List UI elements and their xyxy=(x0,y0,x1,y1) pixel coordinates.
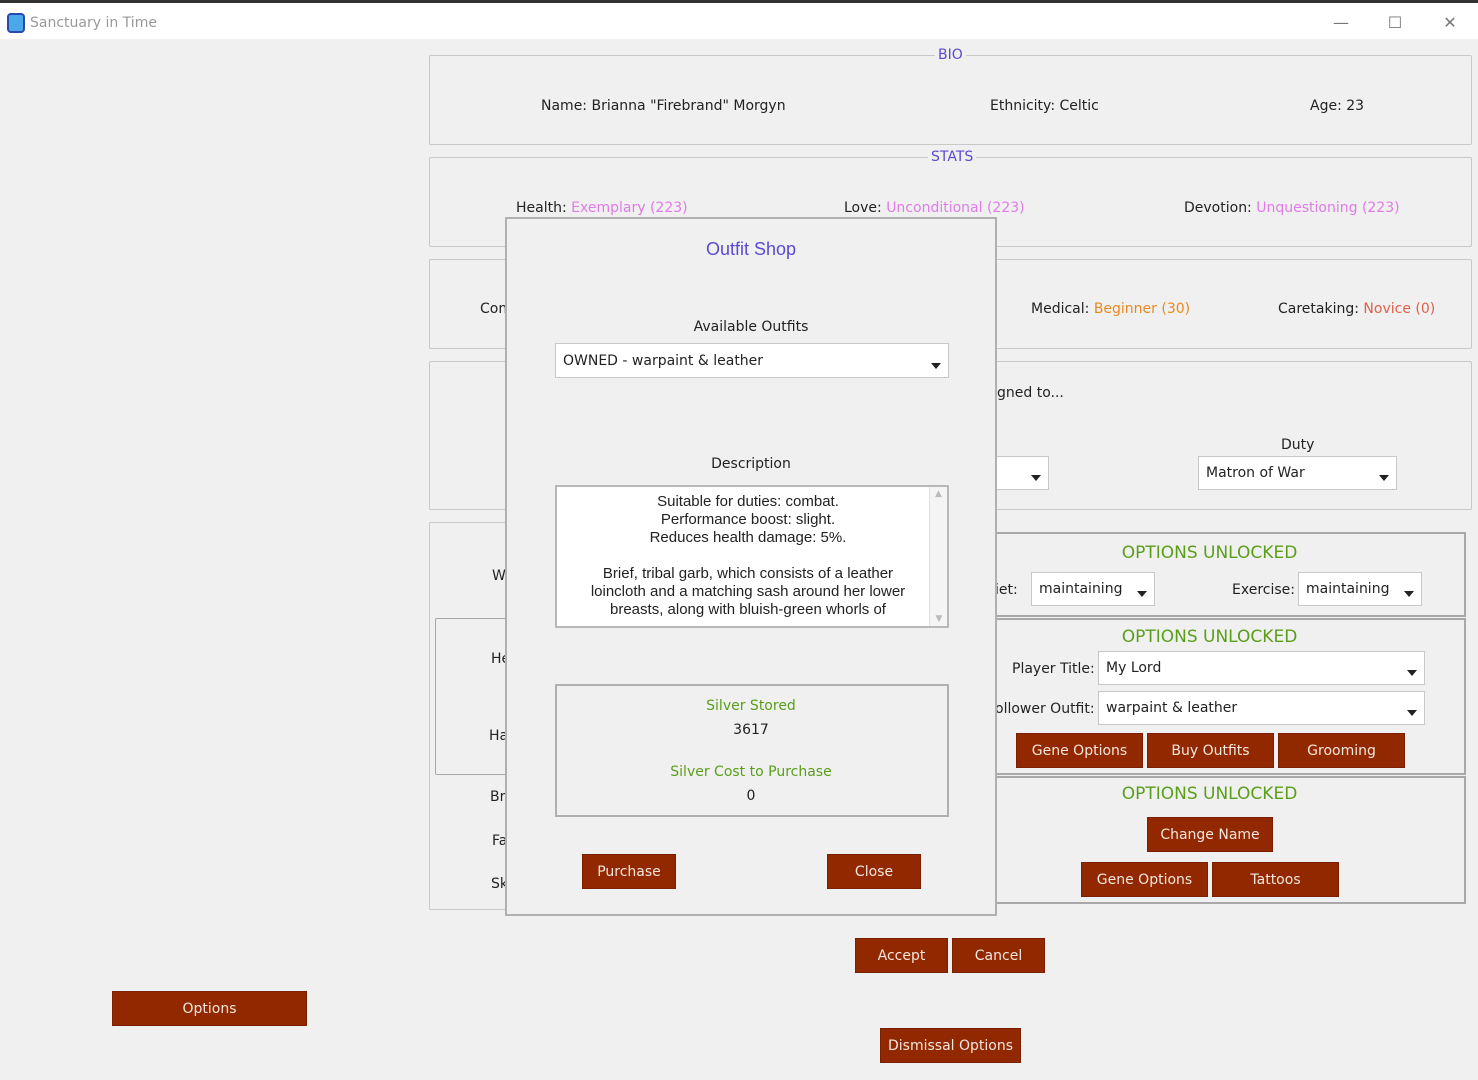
player-title-label: Player Title: xyxy=(1012,661,1095,677)
outfit-shop-dialog: Outfit Shop Available Outfits OWNED - wa… xyxy=(505,217,997,916)
tattoos-button[interactable]: Tattoos xyxy=(1212,862,1339,897)
partial-label: Sk xyxy=(491,876,508,892)
partial-label: Br xyxy=(490,789,506,805)
dismissal-options-button[interactable]: Dismissal Options xyxy=(880,1028,1021,1063)
medical-value: Beginner (30) xyxy=(1093,301,1191,317)
bio-label: BIO xyxy=(935,47,966,63)
cancel-button[interactable]: Cancel xyxy=(952,938,1045,973)
chevron-down-icon xyxy=(1137,591,1147,597)
diet-dropdown[interactable]: maintaining xyxy=(1031,572,1155,606)
close-button[interactable]: ✕ xyxy=(1443,13,1457,32)
devotion-stat: Devotion: Unquestioning (223) xyxy=(1184,200,1400,216)
purchase-button[interactable]: Purchase xyxy=(582,854,676,889)
chevron-down-icon xyxy=(931,363,941,369)
scroll-down-icon[interactable]: ▼ xyxy=(935,614,943,624)
follower-outfit-dropdown[interactable]: warpaint & leather xyxy=(1098,691,1425,725)
description-textbox[interactable]: Suitable for duties: combat. Performance… xyxy=(555,485,949,628)
scroll-up-icon[interactable]: ▲ xyxy=(935,489,942,499)
partial-label: Fa xyxy=(492,833,508,849)
close-dialog-button[interactable]: Close xyxy=(827,854,921,889)
duty-label: Duty xyxy=(1281,437,1315,453)
gene-options-button[interactable]: Gene Options xyxy=(1081,862,1208,897)
health-value: Exemplary (223) xyxy=(571,200,688,216)
bio-ethnicity: Ethnicity: Celtic xyxy=(990,98,1099,114)
love-stat: Love: Unconditional (223) xyxy=(844,200,1025,216)
exercise-value: maintaining xyxy=(1306,581,1390,597)
exercise-dropdown[interactable]: maintaining xyxy=(1298,572,1422,606)
duty-value: Matron of War xyxy=(1206,465,1305,481)
diet-label: iet: xyxy=(995,582,1018,598)
chevron-down-icon xyxy=(1407,710,1417,716)
silver-cost-label: Silver Cost to Purchase xyxy=(670,764,832,780)
player-title-value: My Lord xyxy=(1106,660,1162,676)
description-text: Suitable for duties: combat. Performance… xyxy=(590,493,906,618)
health-stat: Health: Exemplary (223) xyxy=(516,200,688,216)
options-unlocked-heading: OPTIONS UNLOCKED xyxy=(1121,543,1298,563)
silver-stored-value: 3617 xyxy=(733,722,769,738)
diet-value: maintaining xyxy=(1039,581,1123,597)
chevron-down-icon xyxy=(1407,670,1417,676)
description-scrollbar[interactable]: ▲ ▼ xyxy=(929,487,947,626)
bio-age: Age: 23 xyxy=(1310,98,1365,114)
dialog-title: Outfit Shop xyxy=(705,239,797,259)
gene-options-button[interactable]: Gene Options xyxy=(1016,733,1143,768)
options-unlocked-heading: OPTIONS UNLOCKED xyxy=(1121,784,1298,804)
minimize-button[interactable]: — xyxy=(1333,13,1349,32)
partial-label: W xyxy=(492,568,506,584)
chevron-down-icon xyxy=(1404,591,1414,597)
assigned-to-label: gned to... xyxy=(997,385,1064,401)
title-bar: Sanctuary in Time — ☐ ✕ xyxy=(0,3,1478,39)
silver-cost-value: 0 xyxy=(746,788,756,804)
follower-outfit-value: warpaint & leather xyxy=(1106,700,1238,716)
bio-name: Name: Brianna "Firebrand" Morgyn xyxy=(541,98,786,114)
options-button[interactable]: Options xyxy=(112,991,307,1026)
partial-label: Ha xyxy=(489,728,509,744)
player-title-dropdown[interactable]: My Lord xyxy=(1098,651,1425,685)
assignment-dropdown[interactable] xyxy=(990,456,1049,490)
medical-label: Medical: xyxy=(1031,301,1090,317)
love-value: Unconditional (223) xyxy=(886,200,1025,216)
window-title: Sanctuary in Time xyxy=(30,15,157,31)
available-outfits-dropdown[interactable]: OWNED - warpaint & leather xyxy=(555,343,949,378)
stats-label: STATS xyxy=(928,149,977,165)
caretaking-label: Caretaking: xyxy=(1278,301,1359,317)
silver-stored-label: Silver Stored xyxy=(706,698,796,714)
selected-outfit: OWNED - warpaint & leather xyxy=(563,352,764,369)
chevron-down-icon xyxy=(1031,475,1041,481)
love-label: Love: xyxy=(844,200,882,216)
silver-frame xyxy=(555,684,949,817)
accept-button[interactable]: Accept xyxy=(855,938,948,973)
change-name-button[interactable]: Change Name xyxy=(1147,817,1273,852)
duty-dropdown[interactable]: Matron of War xyxy=(1198,456,1397,490)
follower-outfit-label: ollower Outfit: xyxy=(995,701,1095,717)
description-label: Description xyxy=(711,456,791,472)
skill-partial: Con xyxy=(480,301,508,317)
app-icon xyxy=(7,13,25,33)
caretaking-skill: Caretaking: Novice (0) xyxy=(1278,301,1435,317)
health-label: Health: xyxy=(516,200,567,216)
maximize-button[interactable]: ☐ xyxy=(1387,13,1403,32)
buy-outfits-button[interactable]: Buy Outfits xyxy=(1147,733,1274,768)
devotion-value: Unquestioning (223) xyxy=(1256,200,1400,216)
exercise-label: Exercise: xyxy=(1232,582,1295,598)
grooming-button[interactable]: Grooming xyxy=(1278,733,1405,768)
caretaking-value: Novice (0) xyxy=(1363,301,1436,317)
chevron-down-icon xyxy=(1379,475,1389,481)
available-outfits-label: Available Outfits xyxy=(693,319,809,335)
options-unlocked-heading: OPTIONS UNLOCKED xyxy=(1121,627,1298,647)
window-top-border xyxy=(0,0,1478,3)
devotion-label: Devotion: xyxy=(1184,200,1252,216)
appearance-subframe xyxy=(435,618,509,775)
medical-skill: Medical: Beginner (30) xyxy=(1031,301,1190,317)
